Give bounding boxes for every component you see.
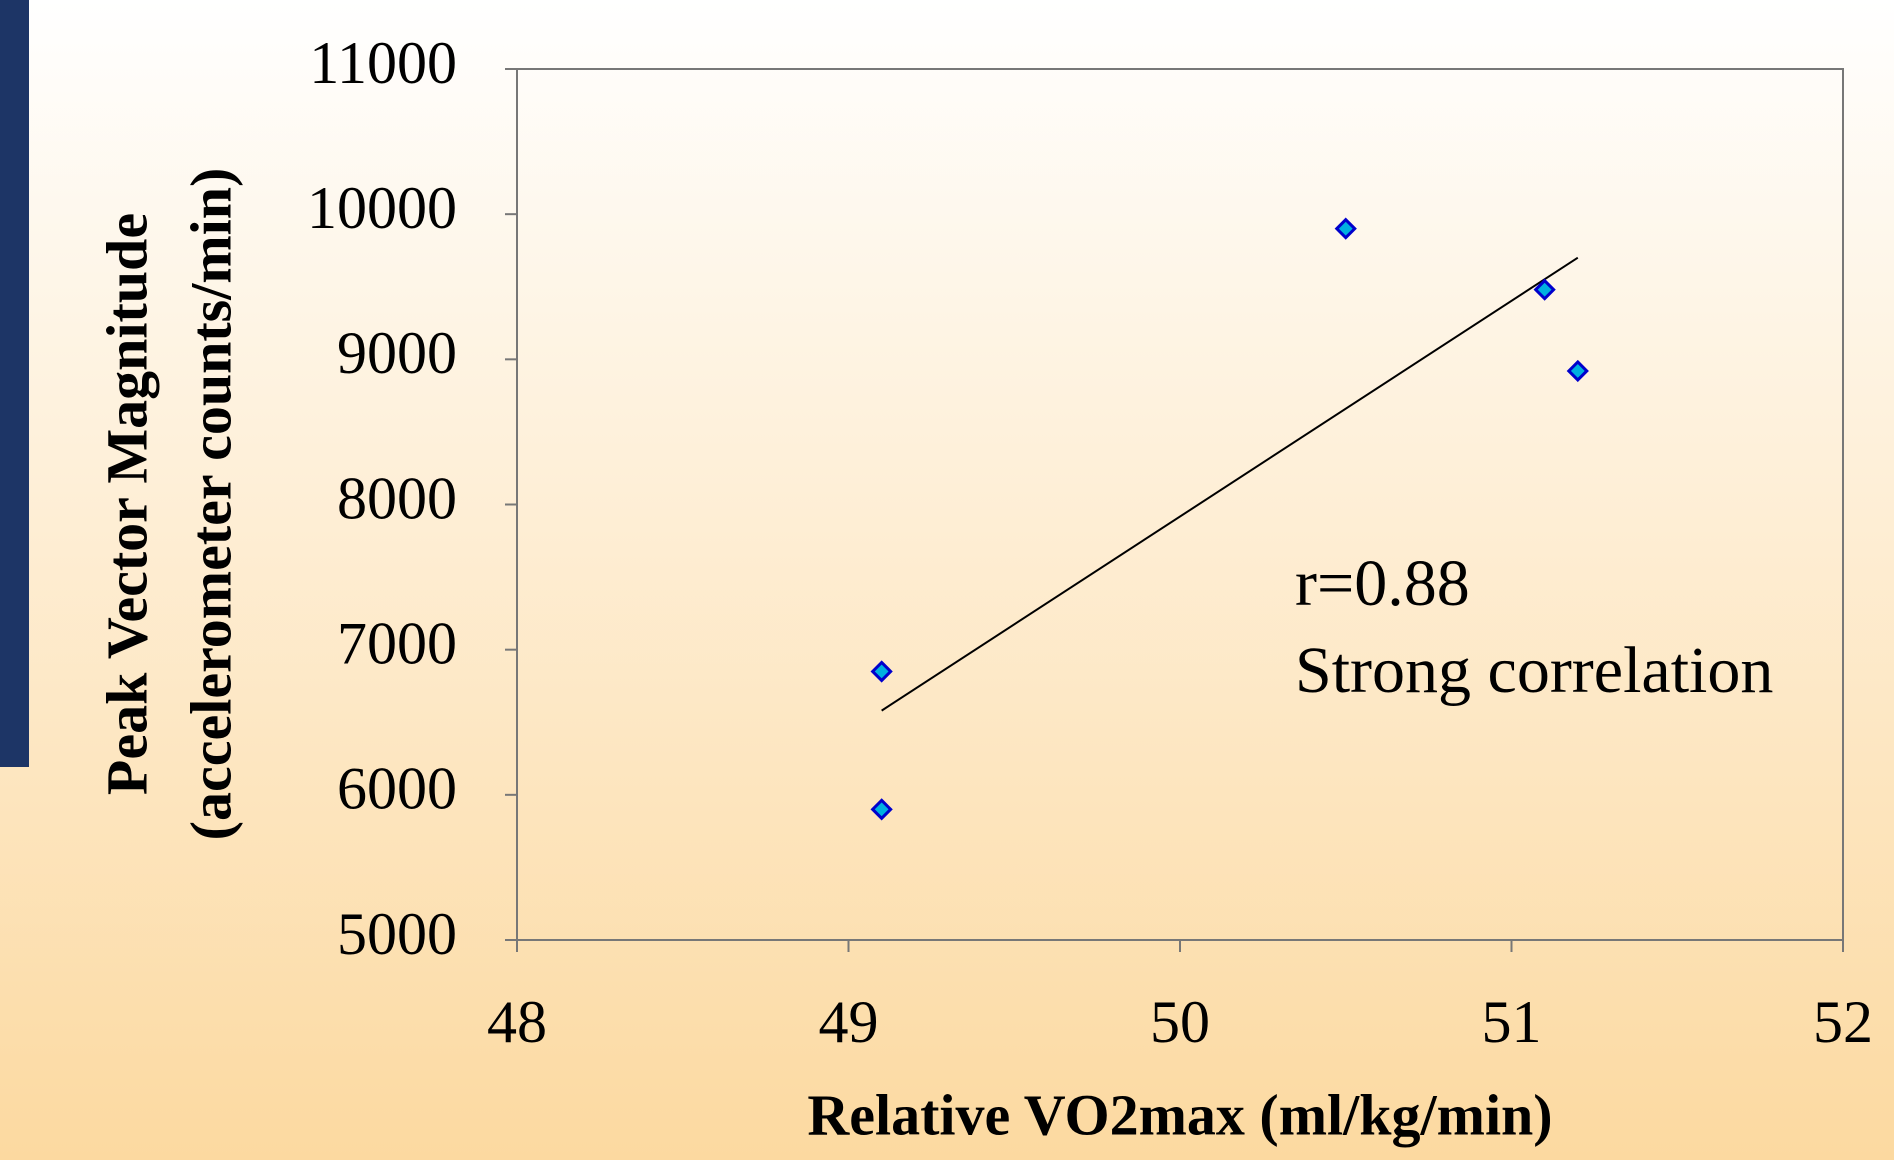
x-axis-title: Relative VO2max (ml/kg/min): [807, 1082, 1552, 1147]
y-tick-label: 8000: [337, 465, 457, 531]
y-tick-label: 10000: [307, 175, 457, 241]
data-point: [1334, 217, 1357, 240]
y-tick-label: 7000: [337, 610, 457, 676]
trendline: [881, 256, 1579, 712]
x-tick-label: 50: [1150, 989, 1210, 1055]
data-point: [1533, 278, 1556, 301]
data-point: [870, 798, 893, 821]
x-tick-label: 52: [1813, 989, 1873, 1055]
y-axis-title: Peak Vector Magnitude: [94, 213, 159, 795]
annotation: Strong correlation: [1295, 634, 1773, 707]
data-point: [1566, 359, 1589, 383]
y-tick-label: 9000: [337, 320, 457, 386]
data-point: [870, 660, 893, 683]
y-axis-title: (accelerometer counts/min): [178, 168, 243, 841]
x-tick-label: 49: [819, 989, 879, 1055]
x-tick-label: 48: [487, 989, 547, 1055]
photo-edge: [0, 0, 29, 767]
x-tick-label: 51: [1482, 989, 1542, 1055]
annotation: r=0.88: [1295, 547, 1470, 620]
y-tick-label: 6000: [337, 756, 457, 822]
y-tick-label: 11000: [309, 30, 457, 96]
y-tick-label: 5000: [337, 901, 457, 967]
